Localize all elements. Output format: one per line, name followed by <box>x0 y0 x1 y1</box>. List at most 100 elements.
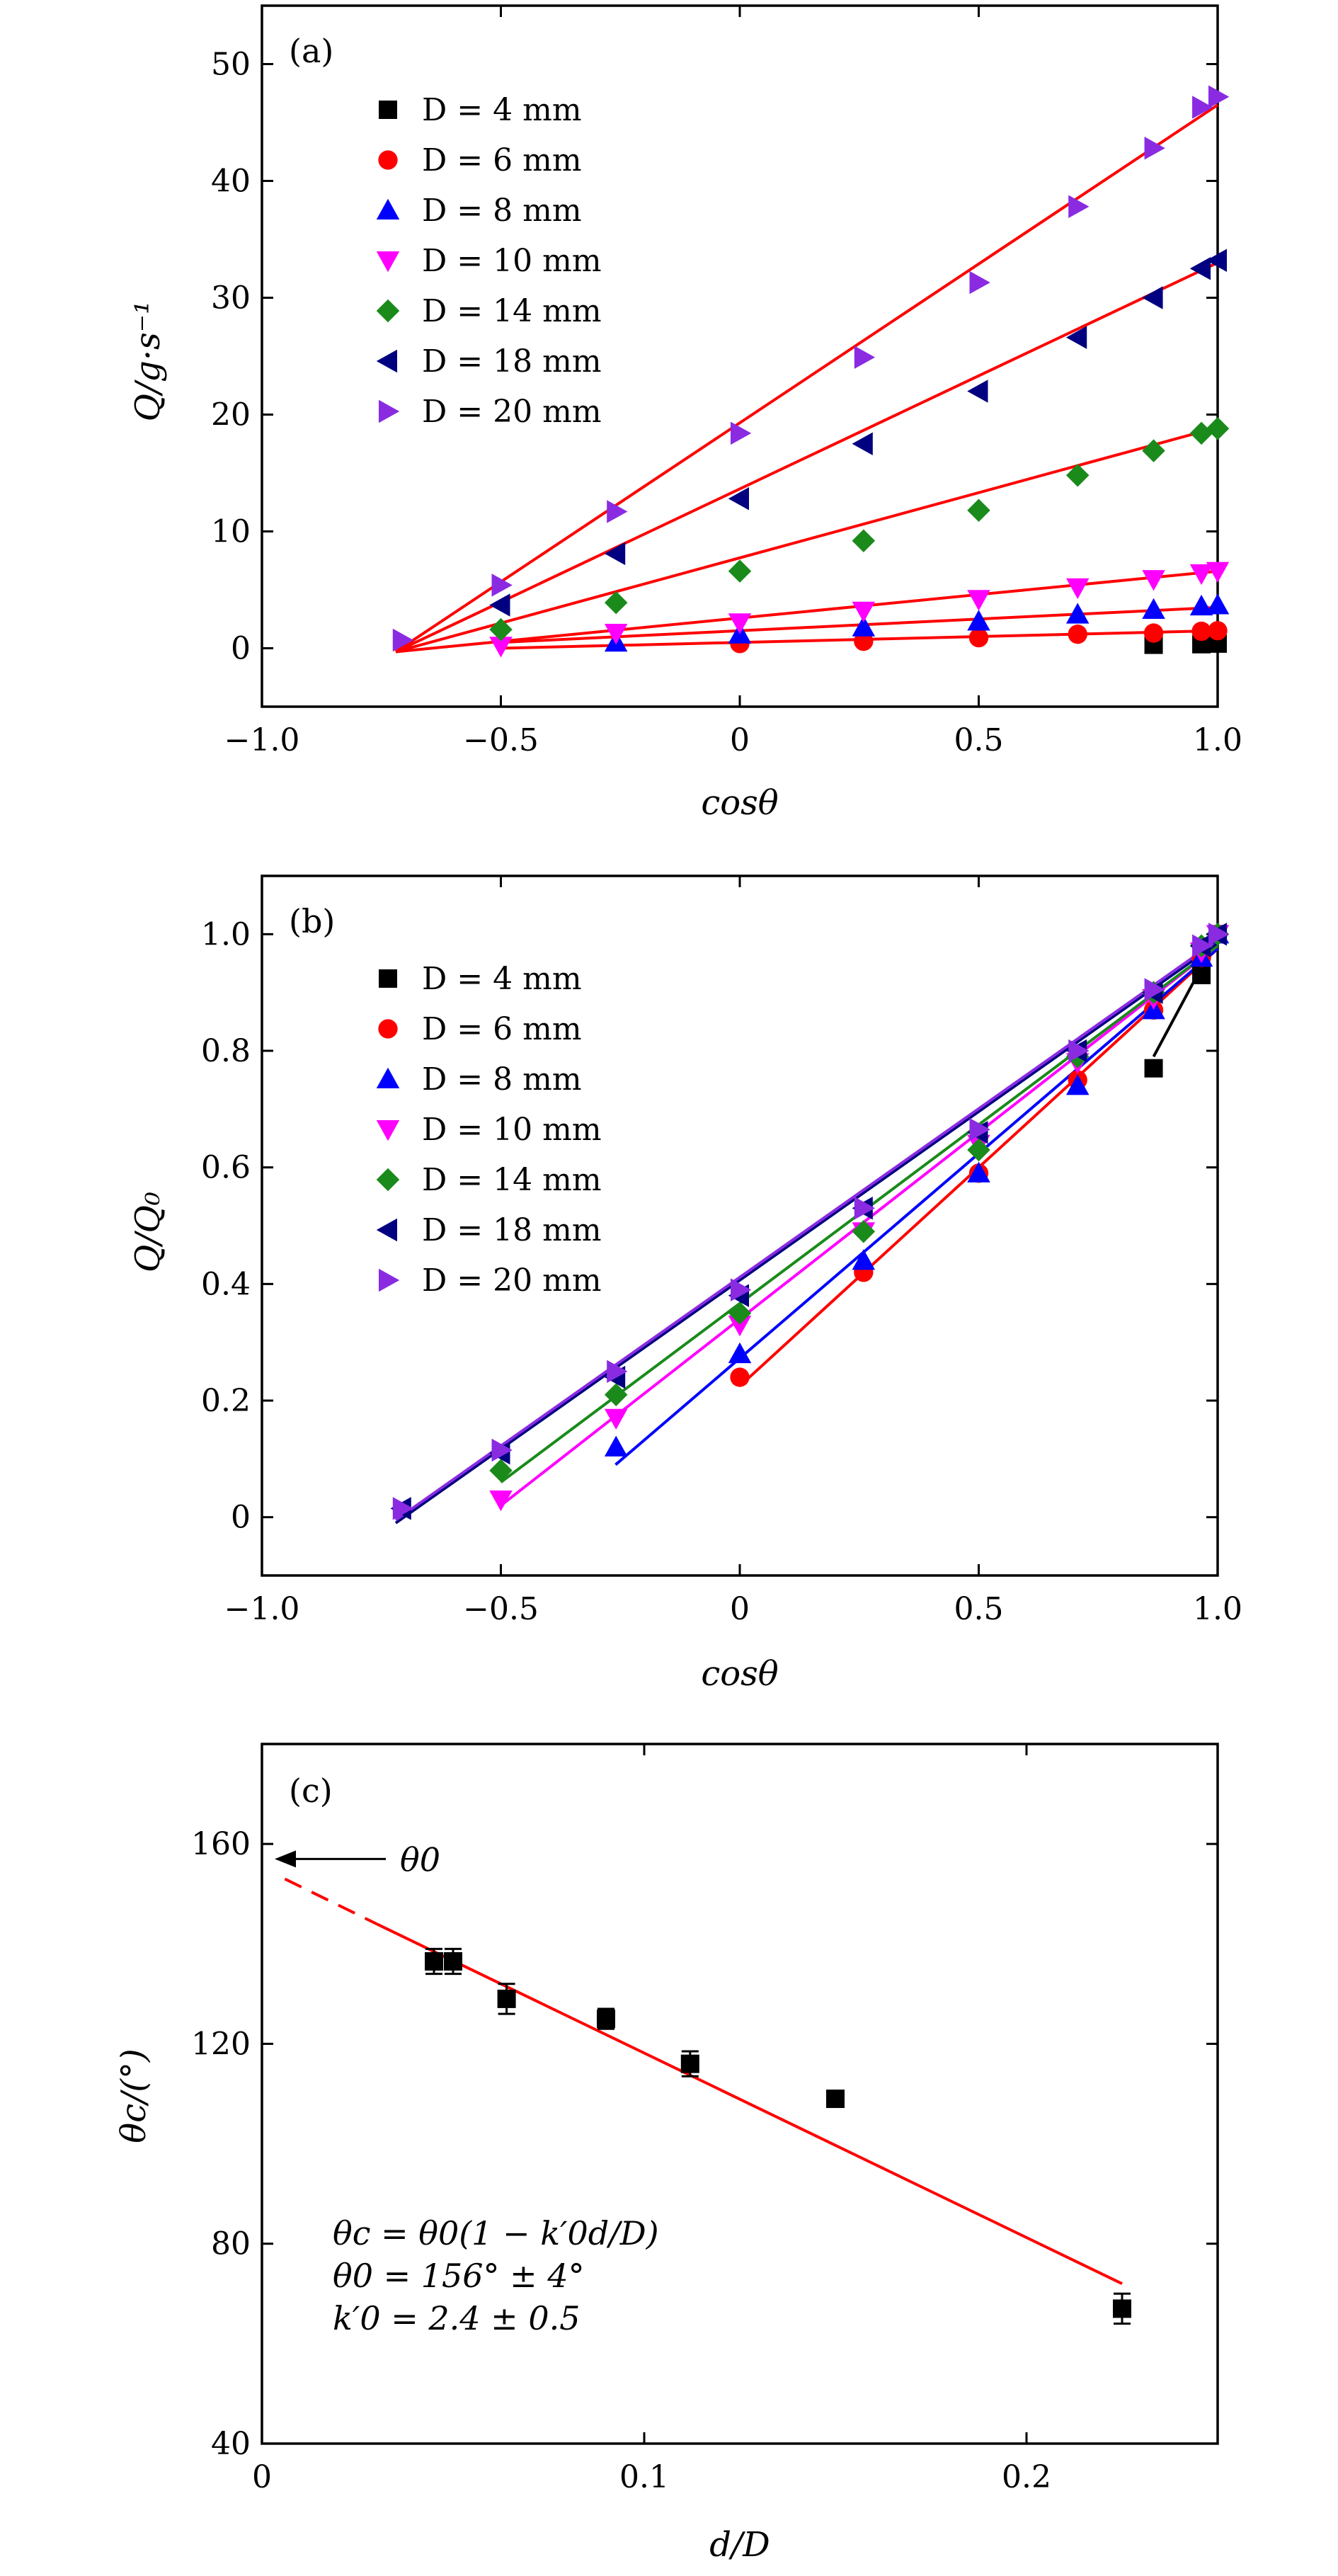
y-tick-label: 160 <box>191 1826 251 1862</box>
data-point-d-10-mm-2 <box>728 613 752 634</box>
data-point-d-10-mm-6 <box>1142 570 1165 591</box>
y-tick-label: 40 <box>211 164 251 200</box>
data-point-d-8-mm-7 <box>1206 593 1230 615</box>
data-point-d-20-mm-2 <box>607 1360 628 1384</box>
legend-marker-d-20-mm-6 <box>379 399 400 423</box>
legend-label: D = 20 mm <box>422 394 602 430</box>
data-point-d-8-mm-1 <box>728 1342 752 1364</box>
data-point-series0-3 <box>597 2010 615 2029</box>
panel-b: (b) Q/Q₀ cosθ −1.0 −0.5 0 0.5 1.0 0 0.2 0.4 0.6 0… <box>128 874 1242 1694</box>
data-point-d-14-mm-2 <box>728 559 752 583</box>
data-point-d-18-mm-2 <box>728 487 749 511</box>
y-tick-label: 50 <box>211 47 251 83</box>
data-point-d-20-mm-5 <box>969 270 990 295</box>
data-point-d-20-mm-6 <box>1068 195 1090 219</box>
legend-marker-d-10-mm-3 <box>376 251 400 273</box>
plot-frame-b <box>261 874 1219 1577</box>
data-point-d-10-mm-5 <box>1065 578 1090 599</box>
data-point-d-20-mm-6 <box>1068 1039 1090 1063</box>
data-point-d-20-mm-9 <box>1208 923 1230 946</box>
data-point-d-14-mm-4 <box>967 498 990 523</box>
data-point-d-6-mm-0 <box>730 1367 750 1387</box>
data-point-d-8-mm-0 <box>604 1435 628 1457</box>
legend-marker-d-6-mm-1 <box>378 150 398 170</box>
plot-frame-a <box>261 4 1219 708</box>
data-point-d-20-mm-7 <box>1144 978 1165 1001</box>
data-point-d-10-mm-1 <box>604 1408 628 1430</box>
data-point-d-20-mm-9 <box>1208 85 1230 108</box>
x-axis-title-a: cosθ <box>701 783 778 823</box>
legend-marker-d-14-mm-4 <box>376 299 400 323</box>
data-point-d-10-mm-4 <box>967 590 990 611</box>
x-tick-label: 0 <box>730 1591 750 1627</box>
legend-marker-d-10-mm-3 <box>376 1120 400 1141</box>
data-point-d-18-mm-4 <box>967 380 988 403</box>
legend-label: D = 6 mm <box>422 1011 582 1047</box>
data-point-d-8-mm-3 <box>967 610 990 631</box>
plot-frame-c <box>261 1743 1219 2445</box>
data-point-d-10-mm-7 <box>1189 564 1213 586</box>
data-point-d-14-mm-8 <box>1206 417 1230 440</box>
y-axis-title-c: θc/(°) <box>114 2048 154 2143</box>
data-point-d-8-mm-2 <box>852 1249 876 1270</box>
data-point-d-6-mm-4 <box>1143 623 1164 643</box>
fit-annotation-line: θc = θ0(1 − k′0d/D) <box>333 2214 659 2252</box>
y-axis-title-b: Q/Q₀ <box>128 1192 168 1272</box>
fit-line <box>395 426 1218 654</box>
panel-label-c: (c) <box>289 1772 333 1810</box>
y-tick-label: 30 <box>211 280 251 317</box>
x-tick-label: 0.5 <box>954 1591 1004 1627</box>
x-tick-label: 0 <box>730 722 750 758</box>
legend-label: D = 4 mm <box>422 961 582 997</box>
y-tick-label: 1.0 <box>201 916 251 952</box>
data-point-series0-6 <box>1113 2299 1131 2318</box>
fit-line <box>284 1877 377 1925</box>
fit-annotation-line: θ0 = 156° ± 4° <box>333 2257 585 2295</box>
fit-annotation-line: k′0 = 2.4 ± 0.5 <box>333 2299 580 2337</box>
data-point-series0-1 <box>444 1951 462 1971</box>
fit-line <box>394 103 1219 654</box>
data-point-d-20-mm-3 <box>731 421 752 445</box>
data-point-d-14-mm-0 <box>489 1459 513 1483</box>
data-point-d-10-mm-0 <box>489 1490 513 1512</box>
legend-marker-d-8-mm-2 <box>376 1067 400 1088</box>
x-tick-label: −1.0 <box>224 1591 300 1627</box>
data-point-d-14-mm-5 <box>1065 464 1090 487</box>
legend-label: D = 18 mm <box>422 1212 602 1248</box>
data-point-series0-5 <box>826 2090 845 2109</box>
data-point-d-8-mm-4 <box>1065 1074 1090 1095</box>
fit-line <box>394 942 1219 1524</box>
data-point-d-14-mm-1 <box>604 1383 628 1407</box>
legend-marker-d-14-mm-4 <box>376 1168 400 1192</box>
data-point-d-10-mm-3 <box>852 601 876 622</box>
data-point-d-14-mm-4 <box>967 1138 990 1162</box>
data-point-d-20-mm-5 <box>969 1117 990 1141</box>
legend-label: D = 10 mm <box>422 243 602 279</box>
legend-marker-d-18-mm-5 <box>376 1218 397 1242</box>
theta0-arrow-label: θ0 <box>400 1840 440 1879</box>
x-tick-label: 1.0 <box>1193 1591 1242 1627</box>
panel-c: (c) θc/(°) d/D 0 0.1 0.2 40 80 120 160 θ0 θc = θ… <box>114 1743 1219 2565</box>
data-point-d-8-mm-6 <box>1189 594 1213 616</box>
data-point-d-18-mm-1 <box>604 542 626 566</box>
y-tick-label: 0.8 <box>201 1033 251 1069</box>
data-point-series0-4 <box>680 2054 699 2073</box>
legend-marker-d-6-mm-1 <box>378 1019 398 1039</box>
x-tick-label: 0.2 <box>1002 2459 1051 2495</box>
legend-marker-d-18-mm-5 <box>376 349 397 373</box>
panel-a: (a) Q/g·s⁻¹ cosθ −1.0 −0.5 0 0.5 1.0 0 10 20 30 4… <box>128 4 1242 823</box>
data-point-d-10-mm-8 <box>1206 562 1230 583</box>
data-point-d-14-mm-3 <box>852 529 876 552</box>
data-point-d-20-mm-0 <box>392 1497 414 1520</box>
y-tick-label: 0 <box>231 631 251 667</box>
data-point-d-20-mm-3 <box>731 1278 752 1301</box>
data-point-d-4-mm-1 <box>1192 965 1211 984</box>
data-point-d-8-mm-4 <box>1065 603 1090 624</box>
x-tick-label: 0.1 <box>619 2459 669 2495</box>
data-point-d-6-mm-5 <box>1191 621 1211 642</box>
y-tick-label: 0 <box>231 1500 251 1536</box>
legend-label: D = 10 mm <box>422 1112 602 1148</box>
fit-line <box>394 938 1219 1522</box>
data-point-d-18-mm-0 <box>489 593 510 617</box>
